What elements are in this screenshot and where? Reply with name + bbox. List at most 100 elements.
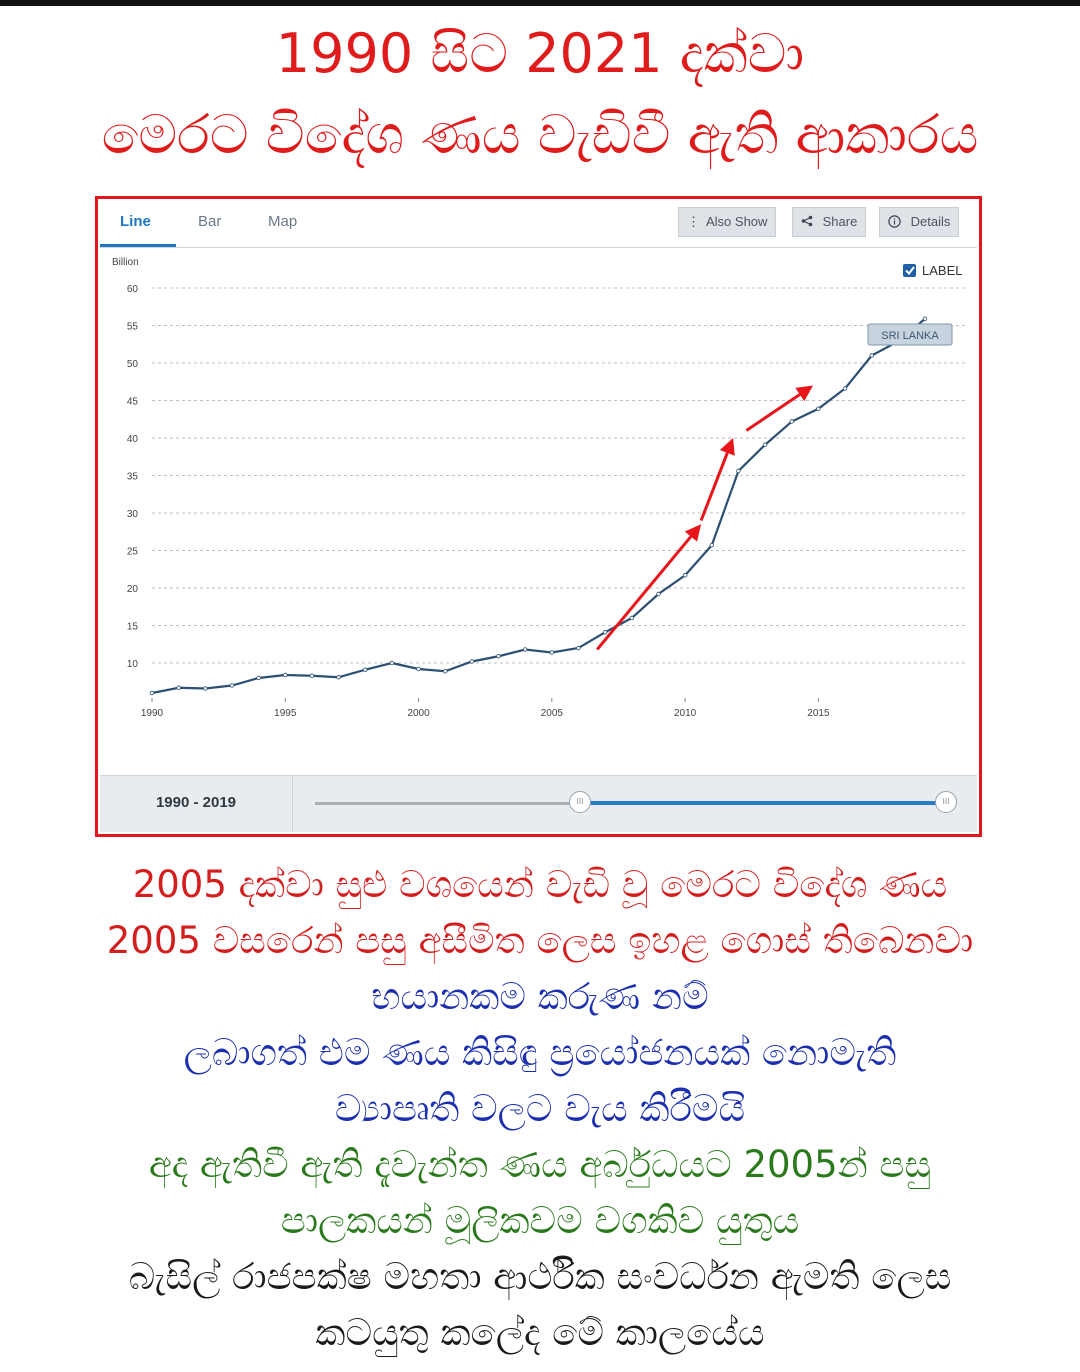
y-axis-label: Billion	[112, 257, 139, 268]
data-point	[869, 353, 874, 358]
data-point	[336, 675, 341, 680]
caption-line-6: අද ඇතිවී ඇති දැවැන්ත ණය අර්බුධයට 2005න් …	[148, 1143, 932, 1186]
grid-layer	[152, 287, 968, 664]
annotation-arrow-head	[795, 385, 814, 402]
data-point	[762, 442, 768, 447]
series-layer	[149, 316, 928, 696]
y-tick-label: 40	[127, 434, 139, 445]
x-tick-label: 2010	[674, 708, 697, 719]
chart-widget: Line Bar Map ⋮ Also Show Share Details 10…	[100, 201, 977, 832]
data-point	[416, 666, 421, 672]
vertical-dots-icon: ⋮	[687, 214, 700, 229]
data-point	[709, 543, 714, 548]
x-tick-label: 2000	[407, 708, 430, 719]
details-label: Details	[910, 214, 951, 229]
chart-highlight-frame: Line Bar Map ⋮ Also Show Share Details 10…	[95, 196, 982, 837]
y-tick-label: 15	[127, 622, 139, 633]
caption-line-7: පාලකයන් මූලිකවම වගකිව යුතුය	[280, 1199, 800, 1242]
data-point	[789, 419, 794, 424]
y-tick-label: 55	[127, 322, 139, 333]
tab-map[interactable]: Map	[268, 213, 298, 230]
y-tick-label: 20	[127, 584, 139, 595]
series-badge-box	[867, 323, 953, 346]
tab-line[interactable]: Line	[120, 213, 151, 230]
annotation-arrows	[596, 385, 814, 651]
time-range-bar: 1990 - 2019 III III	[100, 775, 977, 832]
data-point	[176, 685, 181, 690]
caption-line-8: බැසිල් රාජපක්ෂ මහතා ආර්ථික සංවර්ධන ඇමති …	[128, 1255, 952, 1298]
caption-line-2: 2005 වසරෙන් පසු අසීමිත ලෙස ඉහළ ගොස් තිබෙ…	[106, 919, 974, 962]
checkmark-icon	[905, 266, 915, 276]
annotation-arrow-shaft	[596, 535, 693, 651]
x-tick-label: 2015	[807, 708, 830, 719]
slider-end-handle[interactable]: III	[935, 791, 957, 813]
y-tick-label: 50	[127, 359, 139, 370]
active-tab-indicator	[100, 244, 176, 247]
label-toggle-text: LABEL	[922, 263, 962, 278]
data-point	[309, 673, 315, 678]
data-point	[656, 591, 661, 597]
range-label: 1990 - 2019	[100, 776, 293, 832]
data-point	[363, 667, 368, 672]
data-point	[576, 645, 581, 651]
y-tick-labels: 10 15 20 25 30 35 40 45 50 55 60	[127, 284, 139, 670]
x-tick-label: 2005	[541, 708, 564, 719]
annotation-arrow-head	[719, 438, 735, 456]
data-point	[842, 386, 848, 391]
data-point	[602, 630, 608, 635]
data-point	[469, 659, 475, 664]
annotation-arrow-head	[684, 524, 702, 542]
y-tick-label: 60	[127, 284, 139, 295]
headline-line-1: 1990 සිට 2021 දක්වා	[275, 22, 805, 85]
share-button[interactable]: Share	[792, 207, 867, 237]
y-tick-label: 10	[127, 659, 139, 670]
series-label-badge: SRI LANKA	[867, 323, 953, 346]
label-checkbox[interactable]	[903, 264, 916, 277]
caption-line-4: ලබාගත් එම ණය කිසිඳු ප්‍රයෝජනයක් නොමැති	[183, 1031, 897, 1074]
label-toggle[interactable]: LABEL	[903, 263, 962, 278]
data-point	[736, 468, 741, 474]
share-icon	[801, 214, 817, 229]
also-show-label: Also Show	[706, 214, 768, 229]
x-tick-label: 1990	[141, 708, 164, 719]
x-tick-labels: 1990 1995 2000 2005 2010 2015	[141, 698, 830, 719]
series-line	[151, 317, 926, 695]
slider-track-inactive	[315, 802, 580, 805]
share-label: Share	[822, 214, 858, 229]
data-point	[496, 654, 501, 659]
info-icon	[888, 214, 905, 229]
y-tick-label: 35	[127, 472, 139, 483]
line-chart: 10 15 20 25 30 35 40 45 50 55 60 1990 1995 2000 2005 2…	[112, 257, 968, 719]
details-button[interactable]: Details	[879, 207, 960, 237]
caption-line-1: 2005 දක්වා සුළු වශයෙන් වැඩි වූ මෙරට විදේ…	[132, 863, 948, 906]
annotation-arrow-shaft	[745, 393, 801, 432]
slider-track-active[interactable]	[580, 801, 946, 805]
tab-bar: Line Bar Map ⋮ Also Show Share Details	[100, 201, 977, 248]
data-point	[389, 660, 395, 666]
data-point	[229, 683, 235, 688]
data-point	[629, 615, 635, 621]
y-tick-label: 30	[127, 509, 139, 520]
y-tick-label: 45	[127, 397, 139, 408]
y-tick-label: 25	[127, 547, 139, 558]
series-badge-text: SRI LANKA	[881, 330, 939, 342]
also-show-button[interactable]: ⋮ Also Show	[678, 207, 777, 237]
tab-bar-chart[interactable]: Bar	[198, 213, 222, 230]
data-point	[816, 406, 821, 411]
data-point	[522, 647, 528, 652]
x-tick-label: 1995	[274, 708, 297, 719]
headline-line-2: මෙරට විදේශ ණය වැඩිවී ඇති ආකාරය	[101, 103, 979, 166]
data-point	[256, 675, 261, 681]
caption-line-3: භයානකම කරුණ නම්	[371, 975, 709, 1018]
data-point	[549, 650, 555, 655]
data-point	[149, 690, 155, 696]
data-point	[283, 672, 288, 678]
data-point	[203, 686, 208, 691]
slider-start-handle[interactable]: III	[569, 791, 591, 813]
annotation-arrow-shaft	[699, 452, 729, 522]
data-point	[682, 573, 688, 578]
caption-line-5: ව්‍යාපෘති වලට වැය කිරීමයි	[334, 1087, 746, 1130]
data-point	[922, 316, 928, 321]
data-point	[443, 669, 448, 674]
caption-line-9: කටයුතු කලේද මේ කාලයේය	[315, 1311, 765, 1354]
